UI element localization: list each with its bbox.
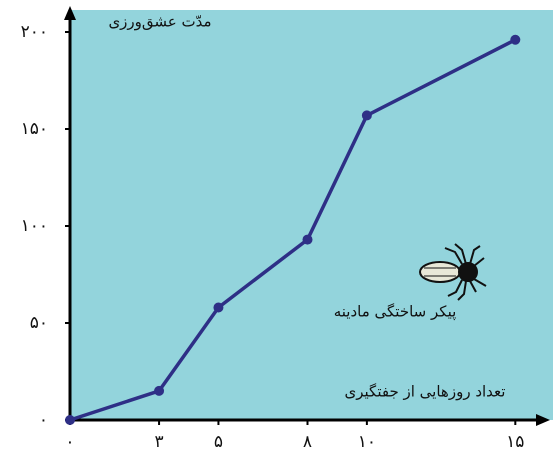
x-tick-label: ۱۵ xyxy=(506,432,524,452)
y-tick-label: ۱۰۰ xyxy=(21,216,48,236)
spider-icon xyxy=(419,243,487,301)
annotation: پیکر ساختگی مادینه xyxy=(334,303,457,322)
data-line xyxy=(69,38,517,422)
y-tick-label: ۰ xyxy=(39,410,48,430)
data-point xyxy=(65,415,75,425)
data-point xyxy=(361,110,372,121)
y-tick-label: ۵۰ xyxy=(30,313,48,333)
x-axis-label: تعداد روزهایی از جفتگیری xyxy=(345,383,506,401)
x-tick-label: ۳ xyxy=(154,432,163,452)
x-tick-label: ۵ xyxy=(214,432,223,452)
y-tick-label: ۲۰۰ xyxy=(21,22,48,42)
y-tick-label: ۱۵۰ xyxy=(21,119,48,139)
plot-background xyxy=(70,10,553,420)
x-tick-label: ۱۰ xyxy=(358,432,376,452)
x-axis-arrow xyxy=(536,414,550,426)
data-point xyxy=(510,34,521,45)
data-point xyxy=(154,385,165,396)
y-axis-arrow xyxy=(64,6,76,20)
x-tick-label: ۸ xyxy=(303,432,312,452)
x-tick-label: ۰ xyxy=(65,432,74,452)
data-point xyxy=(213,302,224,313)
y-axis-label: مدّت عشق‌ورزی xyxy=(108,13,211,31)
data-point xyxy=(302,234,313,245)
